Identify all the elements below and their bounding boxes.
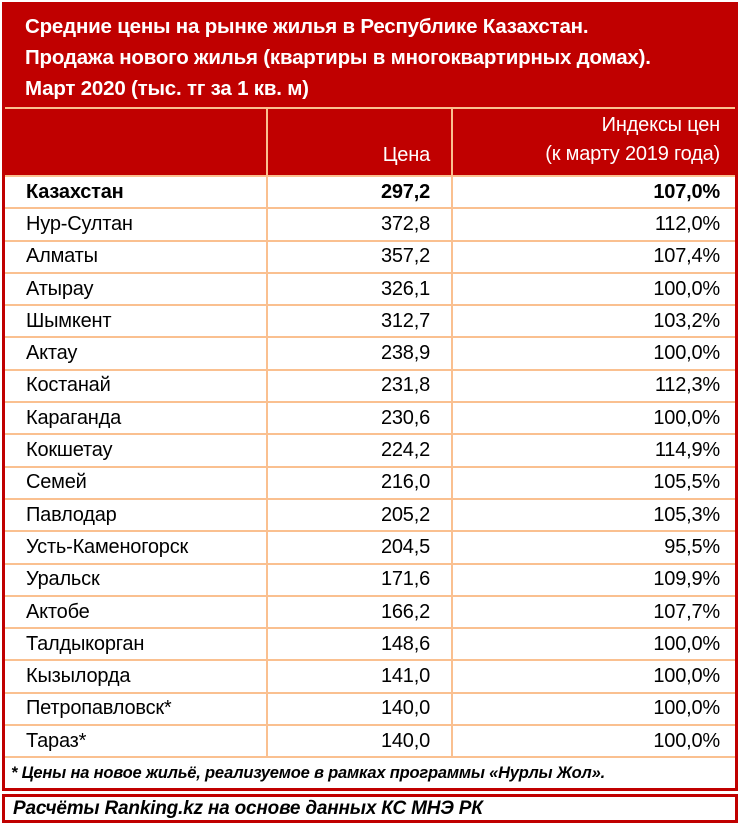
index-cell: 100,0%	[451, 693, 735, 725]
region-cell: Кокшетау	[26, 439, 113, 462]
price-cell: 230,6	[266, 403, 451, 434]
table-header-row: Цена Индексы цен (к марту 2019 года)	[5, 109, 735, 175]
index-cell: 100,0%	[451, 629, 735, 660]
table-row: Актобе 166,2 107,7%	[5, 594, 735, 628]
index-cell: 112,3%	[451, 370, 735, 402]
price-cell: 171,6	[266, 564, 451, 595]
table-row: Алматы 357,2 107,4%	[5, 239, 735, 272]
index-cell: 109,9%	[451, 564, 735, 595]
index-cell: 100,0%	[451, 338, 735, 369]
source-box: Расчёты Ranking.kz на основе данных КС М…	[2, 794, 738, 823]
table-row: Актау 238,9 100,0%	[5, 336, 735, 369]
index-cell: 103,2%	[451, 306, 735, 337]
table-row: Семей 216,0 105,5%	[5, 465, 735, 498]
table-title: Средние цены на рынке жилья в Республике…	[5, 5, 735, 109]
index-cell: 107,4%	[451, 241, 735, 272]
title-line-1: Средние цены на рынке жилья в Республике…	[25, 15, 589, 38]
price-cell: 224,2	[266, 435, 451, 466]
footnote: * Цены на новое жильё, реализуемое в рам…	[5, 756, 735, 788]
region-cell: Семей	[26, 471, 87, 494]
table-row: Усть-Каменогорск 204,5 95,5%	[5, 530, 735, 563]
price-cell: 166,2	[266, 596, 451, 628]
header-index-label-line2: (к марту 2019 года)	[545, 143, 720, 165]
table-row: Казахстан 297,2 107,0%	[5, 175, 735, 208]
region-cell: Костанай	[26, 374, 111, 397]
region-cell: Петропавловск*	[26, 697, 172, 720]
price-cell: 312,7	[266, 306, 451, 337]
region-cell: Актобе	[26, 600, 90, 623]
price-cell: 140,0	[266, 726, 451, 757]
price-cell: 297,2	[266, 177, 451, 208]
region-cell: Караганда	[26, 406, 122, 429]
table-row: Петропавловск* 140,0 100,0%	[5, 691, 735, 725]
table-row: Атырау 326,1 100,0%	[5, 271, 735, 305]
header-region-cell	[5, 109, 266, 175]
table-row: Нур-Султан 372,8 112,0%	[5, 207, 735, 240]
index-cell: 100,0%	[451, 273, 735, 305]
header-index-label-line1: Индексы цен	[601, 114, 721, 136]
index-cell: 107,7%	[451, 596, 735, 628]
region-cell: Шымкент	[26, 309, 112, 332]
price-cell: 141,0	[266, 661, 451, 692]
table-row: Костанай 231,8 112,3%	[5, 368, 735, 402]
region-cell: Кызылорда	[26, 665, 131, 688]
table-row: Кызылорда 141,0 100,0%	[5, 659, 735, 692]
region-cell: Тараз*	[26, 729, 87, 752]
title-line-3: Март 2020 (тыс. тг за 1 кв. м)	[25, 77, 309, 100]
table-row: Кокшетау 224,2 114,9%	[5, 433, 735, 466]
table-body: Казахстан 297,2 107,0% Нур-Султан 372,8 …	[5, 175, 735, 757]
table-row: Караганда 230,6 100,0%	[5, 401, 735, 434]
region-cell: Актау	[26, 342, 78, 365]
region-cell: Атырау	[26, 277, 94, 300]
table-row: Уральск 171,6 109,9%	[5, 562, 735, 595]
price-cell: 140,0	[266, 693, 451, 725]
price-cell: 326,1	[266, 273, 451, 305]
price-cell: 231,8	[266, 370, 451, 402]
index-cell: 100,0%	[451, 661, 735, 692]
header-index-cell: Индексы цен (к марту 2019 года)	[451, 109, 735, 175]
table-row: Шымкент 312,7 103,2%	[5, 304, 735, 337]
index-cell: 112,0%	[451, 209, 735, 240]
region-cell: Казахстан	[26, 180, 124, 203]
header-price-label: Цена	[382, 144, 430, 166]
price-table: Средние цены на рынке жилья в Республике…	[2, 2, 738, 792]
price-cell: 204,5	[266, 532, 451, 563]
region-cell: Усть-Каменогорск	[26, 535, 189, 558]
header-price-cell: Цена	[266, 109, 451, 175]
price-cell: 205,2	[266, 499, 451, 531]
index-cell: 95,5%	[451, 532, 735, 563]
index-cell: 100,0%	[451, 403, 735, 434]
index-cell: 114,9%	[451, 435, 735, 466]
source-text: Расчёты Ranking.kz на основе данных КС М…	[13, 797, 483, 819]
region-cell: Нур-Султан	[26, 212, 133, 235]
price-cell: 357,2	[266, 241, 451, 272]
table-row: Тараз* 140,0 100,0%	[5, 724, 735, 757]
price-cell: 238,9	[266, 338, 451, 369]
table-row: Павлодар 205,2 105,3%	[5, 497, 735, 531]
index-cell: 105,5%	[451, 467, 735, 498]
price-cell: 216,0	[266, 467, 451, 498]
region-cell: Уральск	[26, 568, 100, 591]
region-cell: Талдыкорган	[26, 632, 145, 655]
title-line-2: Продажа нового жилья (квартиры в многокв…	[25, 46, 651, 69]
index-cell: 100,0%	[451, 726, 735, 757]
region-cell: Алматы	[26, 245, 98, 268]
price-cell: 148,6	[266, 629, 451, 660]
index-cell: 105,3%	[451, 499, 735, 531]
table-row: Талдыкорган 148,6 100,0%	[5, 627, 735, 660]
index-cell: 107,0%	[451, 177, 735, 208]
region-cell: Павлодар	[26, 503, 117, 526]
price-cell: 372,8	[266, 209, 451, 240]
